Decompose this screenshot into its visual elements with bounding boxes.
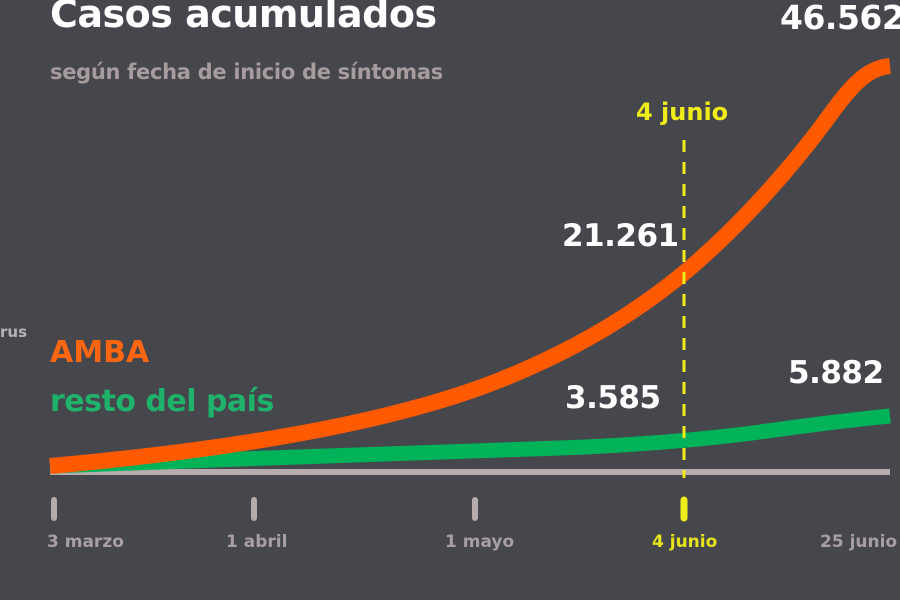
cropped-side-text: rus xyxy=(0,323,28,341)
tick-label-25-junio: 25 junio xyxy=(820,532,898,552)
marker-date-label: 4 junio xyxy=(636,98,729,126)
resto-final-value: 5.882 xyxy=(788,355,884,391)
tick-label-1-mayo: 1 mayo xyxy=(445,532,515,552)
chart-title: Casos acumulados xyxy=(50,0,437,36)
legend-amba: AMBA xyxy=(50,335,150,370)
amba-marker-value: 21.261 xyxy=(562,218,679,254)
series-line-amba xyxy=(49,58,892,474)
legend-resto: resto del país xyxy=(50,384,274,419)
tick-label-1-abril: 1 abril xyxy=(226,532,288,552)
series-line-resto xyxy=(49,408,891,474)
resto-marker-value: 3.585 xyxy=(565,380,661,416)
amba-final-value: 46.562 xyxy=(780,0,900,37)
chart-subtitle: según fecha de inicio de síntomas xyxy=(50,60,443,84)
tick-label-3-marzo: 3 marzo xyxy=(47,532,124,552)
tick-label-4-junio: 4 junio xyxy=(652,532,718,552)
